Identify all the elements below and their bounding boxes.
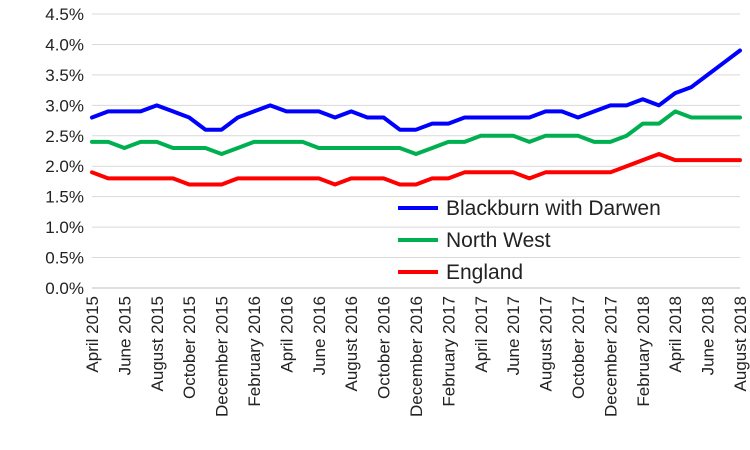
y-tick-label: 0.0% — [45, 279, 84, 298]
y-tick-label: 1.5% — [45, 188, 84, 207]
y-axis-tick-labels: 0.0% 0.5% 1.0% 1.5% 2.0% 2.5% 3.0% 3.5% 4.0% 4.5% — [45, 5, 84, 298]
y-tick-label: 3.0% — [45, 96, 84, 115]
x-tick-label: October 2016 — [375, 296, 394, 399]
x-tick-label: June 2018 — [699, 296, 718, 375]
x-tick-label: October 2015 — [180, 296, 199, 399]
x-tick-label: December 2016 — [407, 296, 426, 417]
gridlines — [92, 13, 740, 259]
series-line-blackburn-with-darwen — [90, 48, 742, 132]
series-line-north-west — [90, 109, 742, 157]
x-tick-label: August 2018 — [731, 296, 750, 391]
y-tick-label: 1.0% — [45, 218, 84, 237]
series-lines — [90, 48, 742, 187]
x-tick-label: December 2017 — [601, 296, 620, 417]
x-tick-label: February 2016 — [245, 296, 264, 407]
x-tick-label: December 2015 — [213, 296, 232, 417]
legend-label-north-west: North West — [446, 229, 551, 252]
y-tick-label: 2.5% — [45, 127, 84, 146]
y-tick-label: 2.0% — [45, 157, 84, 176]
x-tick-label: June 2015 — [115, 296, 134, 375]
x-tick-label: April 2018 — [666, 296, 685, 373]
x-tick-label: February 2018 — [634, 296, 653, 407]
legend: Blackburn with Darwen North West England — [398, 197, 661, 284]
y-tick-label: 3.5% — [45, 66, 84, 85]
x-tick-label: April 2016 — [277, 296, 296, 373]
legend-label-england: England — [446, 261, 523, 284]
legend-label-blackburn-with-darwen: Blackburn with Darwen — [446, 197, 661, 220]
x-tick-label: June 2017 — [504, 296, 523, 375]
y-tick-label: 4.5% — [45, 5, 84, 24]
y-tick-label: 0.5% — [45, 249, 84, 268]
x-tick-label: August 2016 — [342, 296, 361, 391]
x-tick-label: August 2015 — [148, 296, 167, 391]
x-tick-label: June 2016 — [310, 296, 329, 375]
x-axis-tick-labels: April 2015 June 2015 August 2015 October 20… — [83, 296, 750, 417]
x-tick-label: April 2015 — [83, 296, 102, 373]
series-line-england — [90, 152, 742, 187]
x-tick-label: February 2017 — [439, 296, 458, 407]
x-tick-label: October 2017 — [569, 296, 588, 399]
x-tick-label: August 2017 — [537, 296, 556, 391]
y-tick-label: 4.0% — [45, 35, 84, 54]
x-tick-label: April 2017 — [472, 296, 491, 373]
